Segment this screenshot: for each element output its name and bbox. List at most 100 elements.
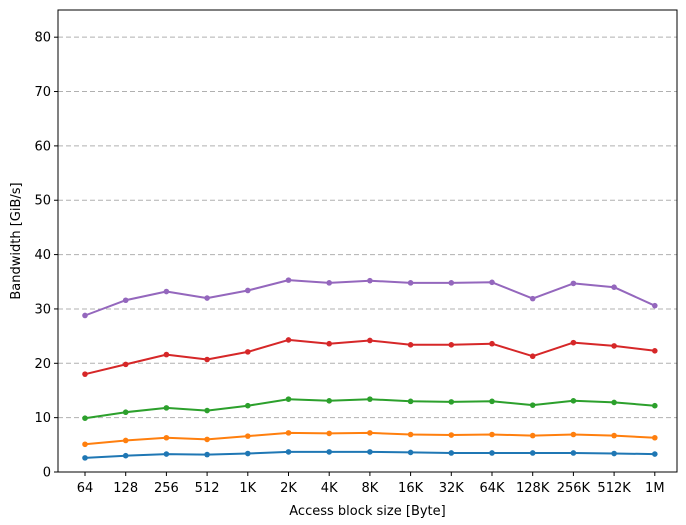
- data-point: [285, 449, 292, 455]
- data-point: [448, 450, 455, 456]
- x-tick-label: 512K: [597, 481, 631, 496]
- x-tick-label: 256: [154, 481, 179, 496]
- data-point: [204, 356, 210, 363]
- y-tick-label: 50: [34, 194, 51, 209]
- data-point: [122, 297, 129, 304]
- x-tick-label: 64: [77, 481, 94, 496]
- data-point: [652, 302, 658, 309]
- data-point: [82, 415, 88, 421]
- data-point: [163, 434, 170, 441]
- series-layer: [82, 277, 658, 461]
- data-point: [82, 312, 88, 319]
- y-axis-label: Bandwidth [GiB/s]: [9, 182, 24, 299]
- data-point: [326, 340, 333, 347]
- series-3: [82, 337, 658, 377]
- data-point: [529, 295, 536, 302]
- x-tick-label: 8K: [362, 481, 379, 496]
- data-point: [448, 399, 455, 405]
- data-point: [367, 449, 373, 455]
- data-point: [529, 353, 536, 360]
- data-point: [163, 351, 170, 358]
- x-tick-label: 2K: [280, 481, 297, 496]
- data-point: [326, 449, 333, 455]
- x-tick-label: 1M: [645, 481, 665, 496]
- x-axis-label: Access block size [Byte]: [289, 504, 445, 519]
- data-point: [407, 431, 414, 438]
- data-point: [652, 347, 658, 354]
- data-point: [122, 409, 129, 416]
- data-point: [82, 371, 88, 377]
- y-tick-label: 60: [34, 139, 51, 154]
- data-point: [407, 398, 414, 405]
- x-tick-label: 512: [195, 481, 220, 496]
- data-point: [489, 450, 495, 456]
- x-tick-label: 32K: [439, 481, 465, 496]
- data-point: [163, 405, 170, 411]
- y-tick-label: 0: [43, 466, 51, 481]
- y-tick-label: 70: [34, 85, 51, 100]
- data-point: [285, 337, 292, 343]
- x-tick-label: 64K: [479, 481, 505, 496]
- data-point: [570, 280, 577, 287]
- data-point: [326, 430, 333, 437]
- data-point: [407, 280, 414, 286]
- data-point: [529, 450, 536, 456]
- x-tick-label: 16K: [398, 481, 424, 496]
- data-point: [82, 455, 88, 461]
- data-point: [611, 432, 617, 439]
- data-point: [448, 342, 455, 348]
- data-point: [611, 399, 617, 406]
- series-line: [84, 398, 655, 420]
- data-point: [448, 280, 455, 286]
- data-point: [529, 432, 536, 439]
- series-line: [84, 338, 655, 376]
- data-point: [285, 277, 292, 283]
- data-point: [367, 337, 373, 344]
- data-point: [204, 295, 210, 301]
- y-tick-label: 10: [34, 411, 51, 426]
- y-tick-label: 80: [34, 31, 51, 46]
- data-point: [570, 397, 577, 404]
- data-point: [326, 397, 333, 404]
- data-point: [204, 451, 210, 458]
- ticks-layer: 0 10 20 30 40 50 60 70 80 64 128 256 512 1K 2K 4K 8K 16K 3…: [34, 31, 664, 496]
- y-tick-label: 20: [34, 357, 51, 372]
- data-point: [163, 451, 170, 457]
- y-tick-label: 30: [34, 302, 51, 317]
- data-point: [82, 441, 88, 448]
- series-4: [82, 277, 658, 319]
- data-point: [367, 396, 373, 402]
- data-point: [367, 277, 373, 284]
- data-point: [245, 450, 251, 457]
- data-point: [204, 407, 210, 414]
- data-point: [652, 434, 658, 441]
- data-point: [326, 280, 333, 286]
- x-tick-label: 1K: [239, 481, 256, 496]
- grid-layer: [58, 36, 677, 419]
- data-point: [570, 431, 577, 438]
- plot-frame: [57, 9, 678, 473]
- data-point: [448, 432, 455, 438]
- data-point: [285, 396, 292, 402]
- data-point: [204, 436, 210, 443]
- series-line: [84, 279, 656, 317]
- data-point: [407, 342, 414, 348]
- data-point: [652, 402, 658, 409]
- data-point: [570, 450, 577, 456]
- data-point: [529, 402, 536, 408]
- data-point: [122, 361, 129, 368]
- data-point: [652, 451, 658, 457]
- series-1: [82, 430, 658, 448]
- data-point: [245, 402, 251, 409]
- x-tick-label: 256K: [557, 481, 591, 496]
- data-point: [122, 452, 129, 459]
- data-point: [122, 437, 129, 444]
- x-tick-label: 4K: [321, 481, 338, 496]
- series-0: [82, 449, 658, 461]
- data-point: [611, 343, 617, 349]
- data-point: [407, 449, 414, 456]
- data-point: [489, 340, 495, 347]
- data-point: [285, 430, 292, 436]
- data-point: [245, 433, 251, 439]
